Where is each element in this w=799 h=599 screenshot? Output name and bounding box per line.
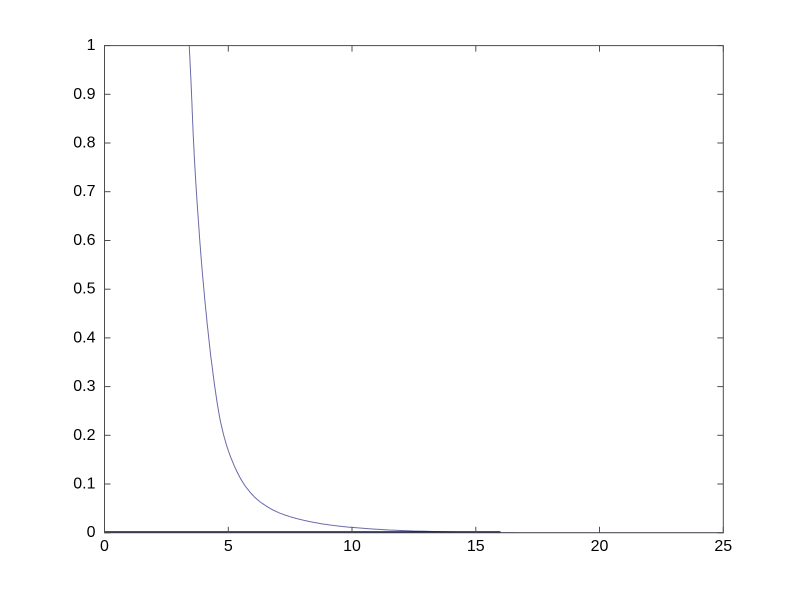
svg-text:0: 0: [87, 524, 96, 541]
svg-text:0: 0: [100, 538, 109, 555]
svg-text:0.4: 0.4: [73, 329, 95, 346]
svg-text:1: 1: [87, 37, 96, 54]
svg-text:0.1: 0.1: [73, 476, 95, 493]
svg-text:20: 20: [591, 538, 609, 555]
svg-text:10: 10: [343, 538, 361, 555]
svg-text:0.5: 0.5: [73, 281, 95, 298]
svg-text:25: 25: [714, 538, 732, 555]
svg-text:0.2: 0.2: [73, 427, 95, 444]
svg-text:0.6: 0.6: [73, 232, 95, 249]
svg-text:0.8: 0.8: [73, 135, 95, 152]
svg-text:0.9: 0.9: [73, 86, 95, 103]
svg-text:5: 5: [224, 538, 233, 555]
svg-text:15: 15: [467, 538, 485, 555]
svg-text:0.3: 0.3: [73, 378, 95, 395]
svg-text:0.7: 0.7: [73, 183, 95, 200]
